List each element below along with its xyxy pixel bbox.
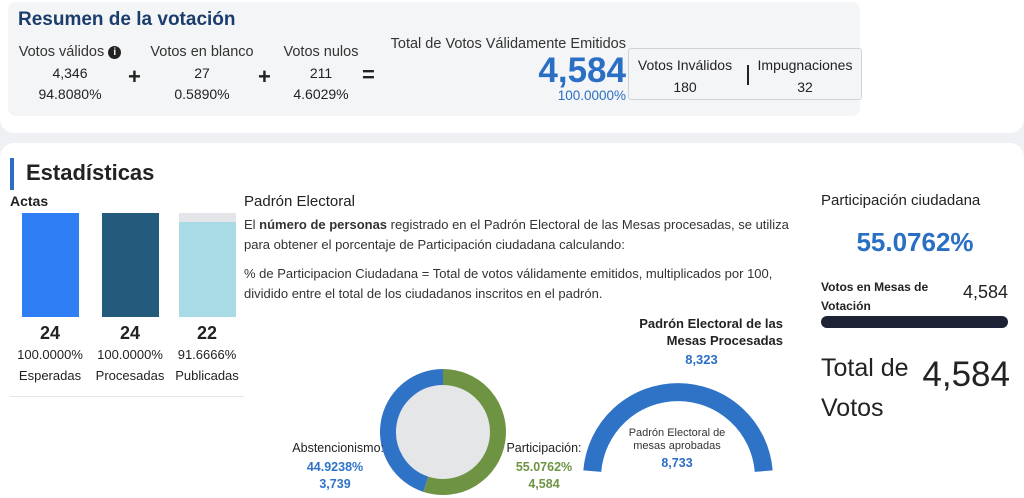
votes-in-tables-label: Votos en Mesas de Votación xyxy=(821,280,929,313)
padron-title: Padrón Electoral xyxy=(244,193,355,210)
gauge-title: Padrón Electoral de las Mesas Procesadas xyxy=(639,316,783,348)
abstention-pct: 44.9238% xyxy=(306,460,364,474)
null-votes-label: Votos nulos xyxy=(283,44,359,60)
total-valid-count: 4,584 xyxy=(538,51,626,90)
actas-processed-label: Procesadas xyxy=(95,368,165,383)
challenges: Impugnaciones 32 xyxy=(753,57,857,95)
donut-center xyxy=(394,383,492,481)
null-votes-count: 211 xyxy=(309,65,333,81)
gauge-inner-count: 8,733 xyxy=(661,456,693,470)
donut-abstention-segment[interactable] xyxy=(380,369,444,492)
abstention-legend: Abstencionismo: 44.9238% 3,739 xyxy=(286,441,384,491)
actas-expected-count: 24 xyxy=(39,323,61,343)
divider xyxy=(747,65,749,85)
equals-icon: = xyxy=(362,62,375,87)
summary-title: Resumen de la votación xyxy=(18,9,236,30)
actas-bar-processed xyxy=(102,213,159,317)
invalid-votes-label: Votos Inválidos xyxy=(637,57,733,73)
actas-published-label: Publicadas xyxy=(175,368,239,383)
summary-panel: Resumen de la votación Votos válidos i 4… xyxy=(8,2,862,116)
total-valid-pct: 100.0000% xyxy=(557,88,626,103)
actas-title: Actas xyxy=(10,193,49,209)
blank-votes-count: 27 xyxy=(194,65,210,81)
bar-fill xyxy=(179,221,236,317)
total-valid-emitted: Total de Votos Válidamente Emitidos 4,58… xyxy=(376,36,626,103)
gauge-arc xyxy=(583,383,773,473)
participation-label: Participación: xyxy=(506,441,582,455)
participation-pct: 55.0762% xyxy=(515,460,573,474)
bar-fill xyxy=(102,213,159,317)
padron-text: El xyxy=(244,217,260,232)
divider xyxy=(10,396,244,397)
participation-legend: Participación: 55.0762% 4,584 xyxy=(503,441,585,491)
total-votes-label: Total de Votos xyxy=(821,354,909,422)
total-votes-count: 4,584 xyxy=(922,355,1010,394)
abstention-label: Abstencionismo: xyxy=(292,441,384,455)
title-accent xyxy=(10,158,14,190)
padron-bold-text: número de personas xyxy=(259,217,388,232)
participation-donut xyxy=(380,369,506,495)
actas-processed-count: 24 xyxy=(119,323,141,343)
invalid-box: Votos Inválidos 180 Impugnaciones 32 xyxy=(628,48,862,100)
actas-published-count: 22 xyxy=(196,323,218,343)
plus-icon: + xyxy=(258,64,271,89)
padron-text: registrado en el Padrón Electoral de las… xyxy=(244,217,789,252)
statistics-card: Estadísticas Actas 24 100.0000% Esperada… xyxy=(0,143,1024,498)
votes-progress-bar xyxy=(821,316,1008,328)
plus-icon: + xyxy=(128,64,141,89)
statistics-title: Estadísticas xyxy=(26,160,155,185)
participation-count: 4,584 xyxy=(528,477,560,491)
blank-votes-label: Votos en blanco xyxy=(150,44,254,60)
participation-percentage: 55.0762% xyxy=(856,227,974,257)
gauge-total: 8,323 xyxy=(685,352,718,367)
blank-votes: Votos en blanco 27 0.5890% xyxy=(148,44,256,102)
challenges-count: 32 xyxy=(797,79,813,95)
info-icon[interactable]: i xyxy=(108,46,122,59)
actas-expected-label: Esperadas xyxy=(18,368,82,383)
challenges-label: Impugnaciones xyxy=(757,57,853,73)
summary-card: Resumen de la votación Votos válidos i 4… xyxy=(0,0,1024,133)
gauge-inner-label: Padrón Electoral de mesas aprobadas xyxy=(628,427,726,452)
abstention-count: 3,739 xyxy=(319,477,351,491)
blank-votes-pct: 0.5890% xyxy=(174,86,230,102)
donut-participation-segment[interactable] xyxy=(423,369,506,495)
valid-votes-pct: 94.8080% xyxy=(38,86,102,102)
padron-gauge xyxy=(583,383,773,473)
null-votes: Votos nulos 211 4.6029% xyxy=(276,44,366,102)
gauge-center-label: Padrón Electoral de mesas aprobadas 8,73… xyxy=(612,427,742,470)
valid-votes-count: 4,346 xyxy=(52,65,88,81)
valid-votes-label: Votos válidos xyxy=(18,44,105,60)
actas-expected-pct: 100.0000% xyxy=(17,347,83,362)
bar-fill xyxy=(22,213,79,317)
null-votes-pct: 4.6029% xyxy=(293,86,349,102)
participation-title: Participación ciudadana xyxy=(821,192,981,209)
padron-description: El número de personas registrado en el P… xyxy=(244,215,814,255)
total-valid-label: Total de Votos Válidamente Emitidos xyxy=(390,36,626,52)
votes-in-tables-count: 4,584 xyxy=(962,282,1008,302)
invalid-votes-count: 180 xyxy=(673,79,697,95)
padron-formula: % de Participacion Ciudadana = Total de … xyxy=(244,266,773,301)
valid-votes: Votos válidos i 4,346 94.8080% xyxy=(16,44,124,102)
invalid-votes: Votos Inválidos 180 xyxy=(633,57,737,95)
actas-processed-pct: 100.0000% xyxy=(97,347,163,362)
actas-published-pct: 91.6666% xyxy=(177,347,237,362)
actas-bar-published xyxy=(179,213,236,317)
actas-bar-expected xyxy=(22,213,79,317)
